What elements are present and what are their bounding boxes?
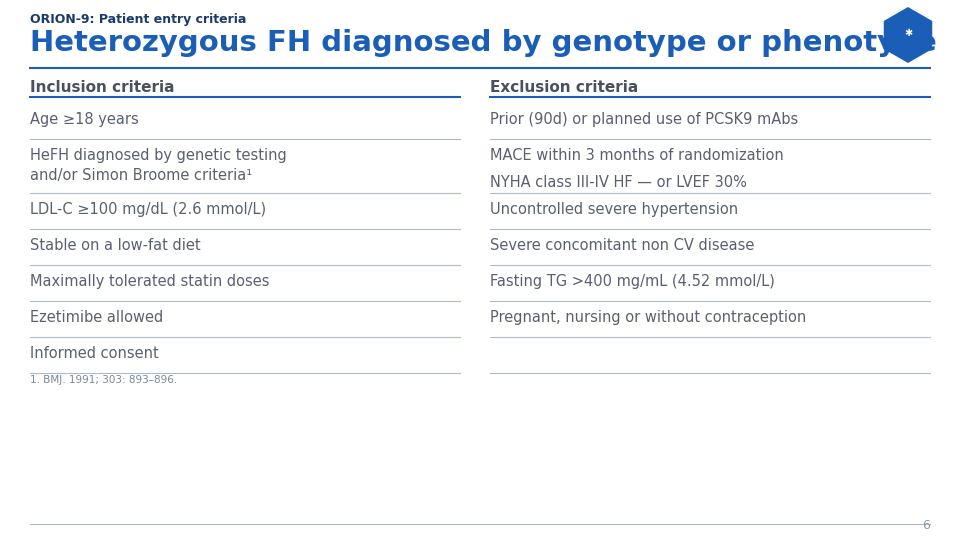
Text: Heterozygous FH diagnosed by genotype or phenotype: Heterozygous FH diagnosed by genotype or… (30, 29, 937, 57)
Text: Prior (90d) or planned use of PCSK9 mAbs: Prior (90d) or planned use of PCSK9 mAbs (490, 112, 799, 127)
Text: Stable on a low-fat diet: Stable on a low-fat diet (30, 238, 201, 253)
Text: Severe concomitant non CV disease: Severe concomitant non CV disease (490, 238, 755, 253)
Text: HeFH diagnosed by genetic testing
and/or Simon Broome criteria¹: HeFH diagnosed by genetic testing and/or… (30, 148, 287, 184)
Text: Inclusion criteria: Inclusion criteria (30, 80, 175, 95)
Text: Uncontrolled severe hypertension: Uncontrolled severe hypertension (490, 202, 738, 217)
Text: Age ≥18 years: Age ≥18 years (30, 112, 139, 127)
Text: 6: 6 (923, 519, 930, 532)
Text: NYHA class III-IV HF — or LVEF 30%: NYHA class III-IV HF — or LVEF 30% (490, 175, 747, 190)
Polygon shape (884, 7, 932, 63)
Text: MACE within 3 months of randomization: MACE within 3 months of randomization (490, 148, 783, 163)
Text: ✱: ✱ (904, 28, 912, 38)
Text: Pregnant, nursing or without contraception: Pregnant, nursing or without contracepti… (490, 310, 806, 325)
Text: LDL-C ≥100 mg/dL (2.6 mmol/L): LDL-C ≥100 mg/dL (2.6 mmol/L) (30, 202, 266, 217)
Text: Ezetimibe allowed: Ezetimibe allowed (30, 310, 163, 325)
Text: Fasting TG >400 mg/mL (4.52 mmol/L): Fasting TG >400 mg/mL (4.52 mmol/L) (490, 274, 775, 289)
Text: 1. BMJ. 1991; 303: 893–896.: 1. BMJ. 1991; 303: 893–896. (30, 375, 178, 385)
Text: ORION-9: Patient entry criteria: ORION-9: Patient entry criteria (30, 13, 247, 26)
Text: Maximally tolerated statin doses: Maximally tolerated statin doses (30, 274, 270, 289)
Text: Informed consent: Informed consent (30, 346, 158, 361)
Text: Exclusion criteria: Exclusion criteria (490, 80, 638, 95)
